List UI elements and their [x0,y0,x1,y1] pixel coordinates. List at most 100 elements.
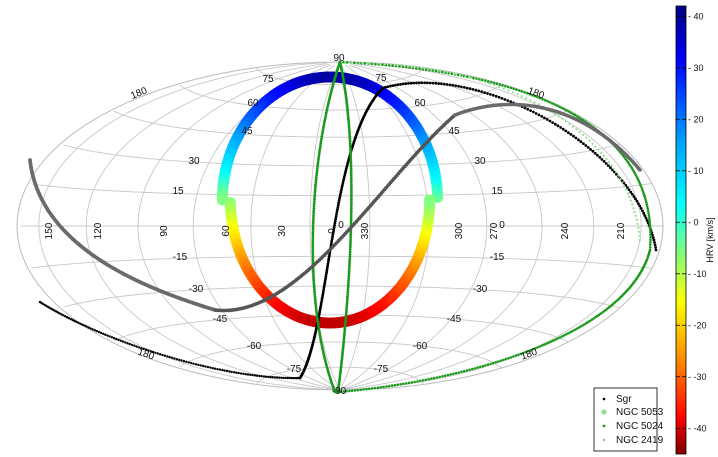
longitude-label: 300 [454,222,465,239]
ngc5053-point [564,120,568,123]
sgr-point [545,118,549,121]
sgr-point [386,85,390,89]
ngc5024-point [519,352,523,356]
ngc5024-point [547,341,551,344]
sgr-point [251,373,254,377]
sgr-point [465,86,469,90]
ngc5024-point [523,91,526,94]
ngc5053-point [493,84,496,87]
ngc5024-point [626,161,630,164]
ngc5024-point [649,231,652,234]
ngc5053-point [636,222,639,225]
ngc5024-point [497,360,500,363]
ngc5024-point [356,388,360,392]
ngc5024-point [424,68,428,71]
ngc5024-point [311,233,315,237]
ngc5024-point [316,164,319,168]
sgr-point [336,206,340,210]
ngc5053-point [575,128,578,131]
ngc5024-point [312,204,316,208]
ngc5024-point [349,153,353,157]
ngc5024-point [349,151,352,154]
ngc5053-point [537,103,540,106]
ngc5024-point [624,157,627,161]
ngc5024-point [349,219,353,223]
sgr-point [58,312,61,315]
ngc5053-point [619,178,622,181]
grid-meridian [38,62,338,390]
ngc5024-point [457,371,461,374]
sgr-point [500,97,504,100]
ngc5024-point [314,181,318,185]
sgr-point [225,369,229,373]
ngc5024-point [312,209,316,213]
ngc5024-point [320,133,324,136]
ngc5024-point [346,293,350,296]
ngc5024-point [318,336,322,339]
sgr-point [593,151,597,155]
sgr-point [246,373,250,376]
sgr-point [67,316,71,320]
latitude-label: -45 [213,314,228,325]
sgr-point [653,243,657,247]
ngc5024-point [402,382,405,386]
sgr-point [323,283,326,287]
ngc5024-point [347,271,351,275]
sgr-point [569,133,573,136]
ngc5024-point [346,107,349,110]
sgr-point [260,375,263,378]
ngc5024-point [349,171,353,175]
ngc5024-point [322,126,325,130]
sgr-point [95,329,99,333]
ngc5024-point [478,365,482,369]
ngc5024-point [345,309,348,312]
ngc5024-point [320,135,324,139]
ngc5024-point [391,64,395,67]
sgr-point [213,367,217,370]
ngc5053-point [621,181,624,184]
ngc5024-point [348,248,352,251]
ngc5024-point [472,76,475,80]
ngc5053-point [361,61,364,65]
grid-meridian [85,63,338,390]
ngc5024-point [348,130,351,134]
ngc5024-point [342,390,346,393]
ngc5024-point [350,200,353,204]
ngc5053-point [355,61,358,64]
ngc5024-point [642,192,645,195]
grid-meridian [250,65,340,390]
sgr-point [81,323,84,326]
ngc5024-point [345,389,348,393]
ngc5024-point [443,374,447,378]
ngc5024-point [349,160,353,164]
colorbar-label: HRV [km/s] [705,217,715,262]
ngc5024-point [315,311,319,315]
longitude-label: 270 [489,222,500,239]
ngc5053-point [568,122,571,126]
ngc5024-point [312,281,316,285]
sgr-point [326,262,330,265]
grid-meridian [341,64,488,390]
ngc5053-point [553,112,556,115]
sgr-point [529,109,532,112]
sgr-point [199,364,202,367]
ngc5024-point [346,290,350,294]
latitude-label-right: 0 [499,220,505,231]
ngc5024-point [349,212,353,215]
ngc5024-point [643,194,646,197]
ngc5024-point [645,203,649,206]
sgr-point [161,353,164,357]
ngc5024-point [342,333,346,337]
ngc5024-point [350,190,353,194]
ngc5024-point [502,358,505,362]
ngc5024-point [630,166,633,170]
ngc5024-point [560,106,563,110]
ngc5024-point [350,185,353,189]
sgr-point [187,361,190,364]
ngc5024-point [517,353,520,357]
ngc5024-point [347,117,350,121]
sgr-point [331,230,335,234]
ngc5024-point [313,288,316,292]
ngc5024-point [313,190,317,194]
ngc5024-point [346,111,350,115]
